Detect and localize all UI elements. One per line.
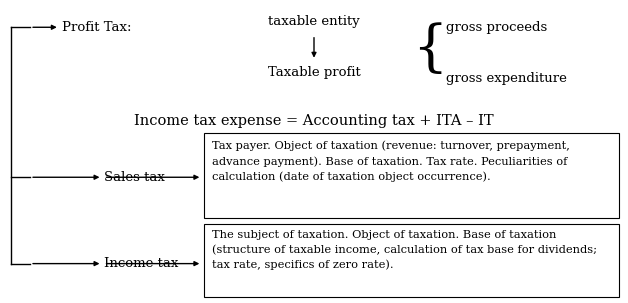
Text: gross proceeds: gross proceeds bbox=[446, 21, 547, 34]
Text: The subject of taxation. Object of taxation. Base of taxation
(structure of taxa: The subject of taxation. Object of taxat… bbox=[212, 230, 597, 271]
Text: taxable entity: taxable entity bbox=[268, 15, 360, 28]
Text: Sales tax: Sales tax bbox=[104, 171, 165, 184]
Text: Taxable profit: Taxable profit bbox=[268, 66, 360, 79]
Text: Income tax: Income tax bbox=[104, 257, 178, 270]
FancyBboxPatch shape bbox=[204, 224, 619, 297]
Text: Profit Tax:: Profit Tax: bbox=[62, 21, 131, 34]
Text: gross expenditure: gross expenditure bbox=[446, 72, 566, 85]
Text: Income tax expense = Accounting tax + ITA – IT: Income tax expense = Accounting tax + IT… bbox=[134, 114, 494, 128]
FancyBboxPatch shape bbox=[204, 133, 619, 218]
Text: Tax payer. Object of taxation (revenue: turnover, prepayment,
advance payment). : Tax payer. Object of taxation (revenue: … bbox=[212, 141, 570, 182]
Text: {: { bbox=[413, 23, 448, 77]
